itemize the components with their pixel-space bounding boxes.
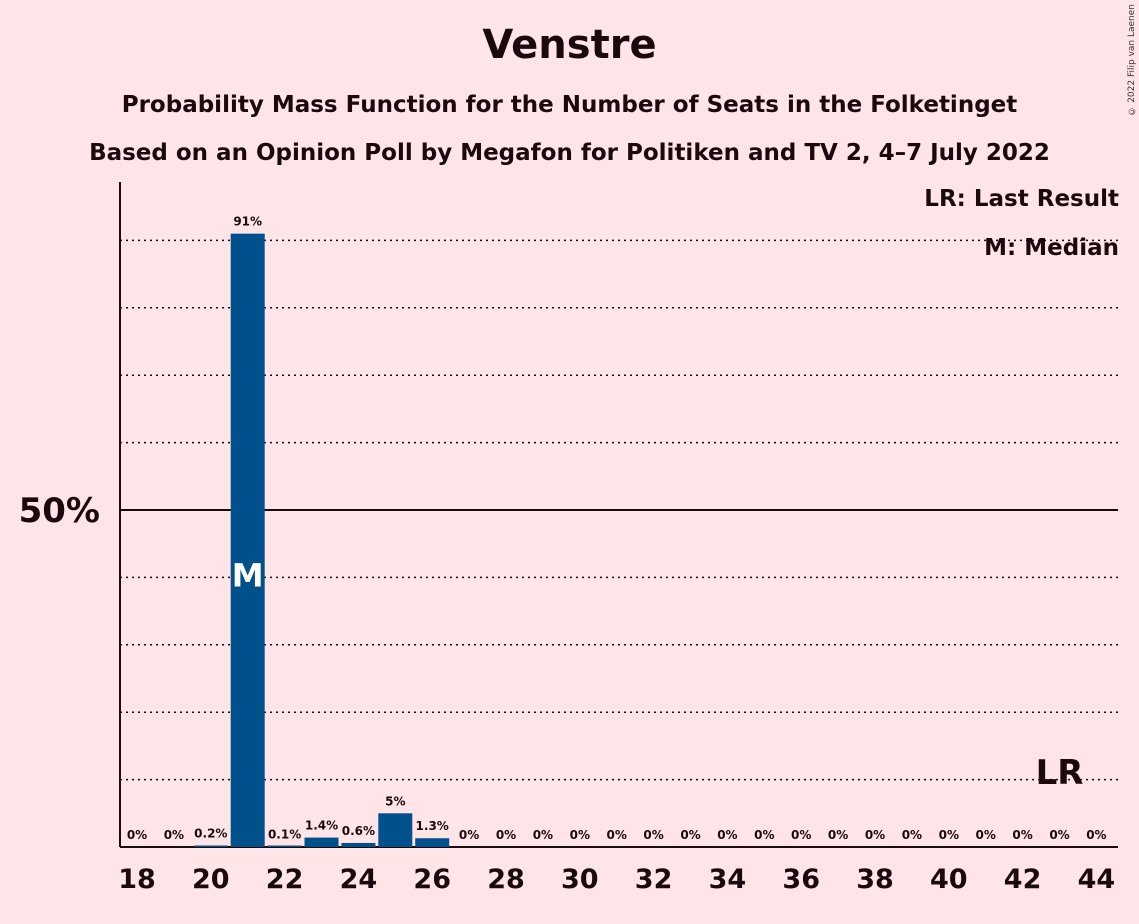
x-tick-label: 28 (487, 864, 525, 895)
bar-value-label: 0% (127, 828, 147, 842)
bar-value-label: 0% (939, 828, 959, 842)
bar (378, 813, 413, 847)
x-tick-label: 22 (266, 864, 304, 895)
chart-title: Venstre (482, 22, 657, 68)
legend-median: M: Median (984, 235, 1119, 261)
x-tick-label: 26 (413, 864, 451, 895)
bar-value-label: 0% (902, 828, 922, 842)
bar-value-label: 0% (1086, 828, 1106, 842)
bar-value-label: 0% (865, 828, 885, 842)
bar-value-label: 0.1% (268, 827, 301, 841)
bar (193, 845, 228, 847)
last-result-marker: LR (1036, 753, 1084, 793)
bar-value-label: 0% (791, 828, 811, 842)
x-tick-label: 34 (709, 864, 747, 895)
bar-value-label: 91% (233, 215, 262, 229)
x-tick-label: 18 (118, 864, 156, 895)
x-tick-label: 20 (192, 864, 230, 895)
median-marker: M (232, 556, 264, 594)
x-tick-label: 32 (635, 864, 673, 895)
bar (267, 845, 302, 847)
bar-value-label: 0% (459, 828, 479, 842)
x-tick-label: 36 (782, 864, 820, 895)
bar-value-label: 0% (1049, 828, 1069, 842)
x-tick-label: 40 (930, 864, 968, 895)
bar-value-label: 0% (607, 828, 627, 842)
chart-subtitle-poll: Based on an Opinion Poll by Megafon for … (89, 140, 1050, 166)
bar-value-label: 0% (754, 828, 774, 842)
bar (341, 842, 376, 847)
bar-value-label: 0% (717, 828, 737, 842)
bar (230, 233, 265, 847)
bar-value-label: 0% (828, 828, 848, 842)
bar-value-label: 1.3% (416, 819, 449, 833)
bar-value-label: 0% (1012, 828, 1032, 842)
bar-value-label: 0% (164, 828, 184, 842)
bar-value-label: 0.6% (342, 824, 375, 838)
x-tick-label: 24 (340, 864, 378, 895)
bar-value-label: 0% (533, 828, 553, 842)
legend-last-result: LR: Last Result (924, 186, 1119, 212)
bar (304, 837, 339, 847)
bar-value-label: 5% (385, 794, 405, 808)
x-tick-label: 38 (856, 864, 894, 895)
bar-value-label: 0.2% (194, 827, 227, 841)
bar-value-label: 0% (680, 828, 700, 842)
bar-value-label: 0% (976, 828, 996, 842)
bar-value-label: 0% (496, 828, 516, 842)
x-tick-label: 44 (1078, 864, 1116, 895)
bar-value-label: 0% (570, 828, 590, 842)
bar-value-label: 1.4% (305, 819, 338, 833)
x-tick-label: 30 (561, 864, 599, 895)
x-tick-label: 42 (1004, 864, 1042, 895)
bar (415, 838, 450, 847)
y-tick-label: 50% (19, 491, 100, 531)
bar-value-label: 0% (643, 828, 663, 842)
chart-subtitle: Probability Mass Function for the Number… (121, 92, 1018, 118)
